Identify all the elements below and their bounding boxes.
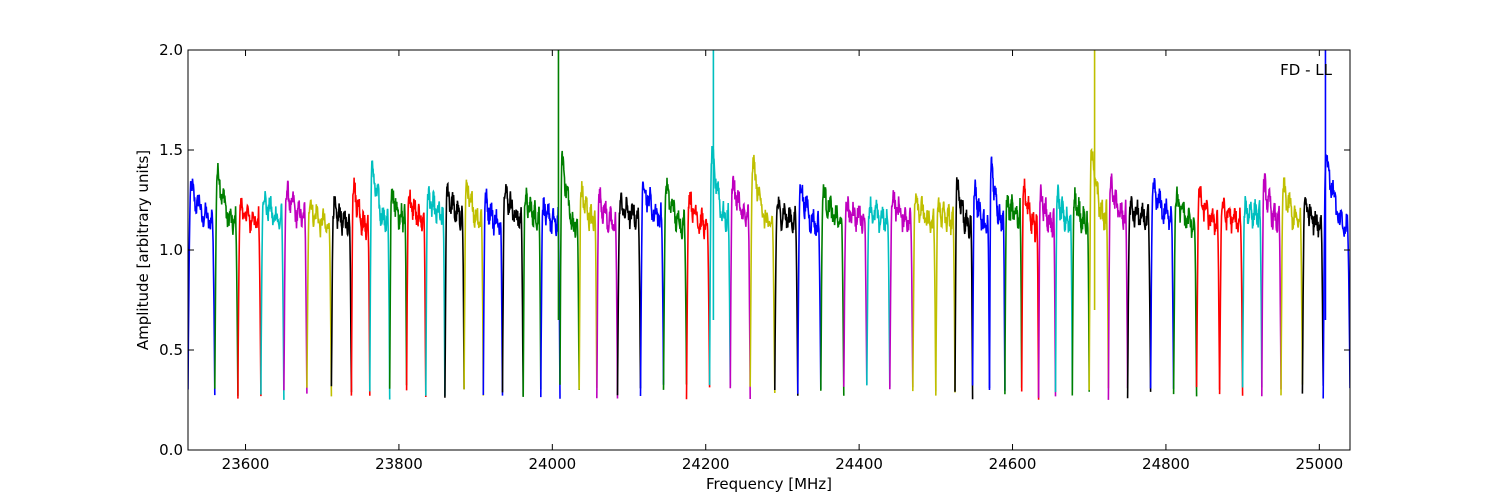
series-segment-23 bbox=[662, 177, 688, 390]
series-layer bbox=[188, 50, 1350, 400]
series-segment-9 bbox=[388, 188, 408, 389]
series-segment-54 bbox=[1301, 197, 1324, 394]
series-segment-45 bbox=[1107, 173, 1129, 400]
series-segment-53 bbox=[1280, 177, 1304, 396]
x-tick-label: 24400 bbox=[835, 455, 883, 473]
series-segment-17 bbox=[540, 197, 561, 399]
series-segment-6 bbox=[330, 196, 353, 393]
x-tick-label: 24000 bbox=[528, 455, 576, 473]
series-segment-35 bbox=[935, 197, 956, 396]
series-segment-2 bbox=[237, 197, 262, 399]
series-segment-3 bbox=[260, 191, 285, 400]
x-tick-label: 24200 bbox=[682, 455, 730, 473]
series-segment-13 bbox=[463, 179, 485, 396]
ticks-layer: 23600 23800 24000 24200 24400 24600 24800 25000… bbox=[159, 41, 1350, 473]
series-segment-43 bbox=[1071, 187, 1090, 396]
plot-frame bbox=[187, 49, 1351, 451]
series-segment-10 bbox=[405, 189, 427, 398]
series-segment-4 bbox=[283, 180, 308, 394]
series-segment-42 bbox=[1054, 184, 1074, 393]
series-segment-49 bbox=[1195, 185, 1221, 390]
x-tick-label: 23800 bbox=[375, 455, 423, 473]
y-tick-label: 2.0 bbox=[159, 41, 183, 59]
series-segment-48 bbox=[1172, 186, 1198, 397]
series-segment-0 bbox=[188, 178, 216, 396]
series-segment-8 bbox=[368, 160, 391, 400]
y-tick-label: 1.5 bbox=[159, 141, 183, 159]
series-segment-5 bbox=[306, 199, 333, 397]
series-segment-27 bbox=[749, 154, 776, 394]
y-tick-label: 1.0 bbox=[159, 241, 183, 259]
x-tick-label: 25000 bbox=[1295, 455, 1343, 473]
series-segment-51 bbox=[1241, 196, 1263, 388]
series-segment-18 bbox=[559, 150, 580, 391]
series-segment-38 bbox=[988, 156, 1006, 391]
y-axis-label: Amplitude [arbitrary units] bbox=[134, 150, 152, 350]
series-segment-30 bbox=[820, 184, 845, 396]
series-segment-22 bbox=[639, 181, 665, 397]
series-segment-7 bbox=[350, 177, 371, 396]
series-segment-36 bbox=[954, 177, 974, 400]
series-segment-28 bbox=[774, 196, 799, 396]
series-segment-41 bbox=[1037, 184, 1057, 398]
series-segment-40 bbox=[1020, 178, 1040, 400]
series-segment-20 bbox=[596, 187, 619, 399]
series-segment-15 bbox=[501, 184, 524, 397]
series-segment-50 bbox=[1218, 197, 1244, 396]
x-axis-label: Frequency [MHz] bbox=[706, 475, 832, 493]
x-tick-label: 24800 bbox=[1142, 455, 1190, 473]
x-tick-label: 23600 bbox=[222, 455, 270, 473]
series-segment-31 bbox=[843, 196, 868, 387]
series-segment-34 bbox=[912, 193, 937, 392]
series-segment-32 bbox=[866, 196, 891, 387]
y-tick-label: 0.0 bbox=[159, 441, 183, 459]
series-segment-24 bbox=[685, 191, 711, 400]
series-segment-11 bbox=[425, 186, 446, 396]
series-segment-21 bbox=[616, 192, 642, 396]
series-segment-1 bbox=[214, 162, 239, 396]
series-segment-29 bbox=[797, 184, 822, 394]
x-tick-label: 24600 bbox=[989, 455, 1037, 473]
series-segment-33 bbox=[889, 190, 914, 390]
series-segment-46 bbox=[1126, 196, 1152, 399]
y-tick-label: 0.5 bbox=[159, 341, 183, 359]
series-segment-26 bbox=[729, 175, 751, 400]
series-segment-47 bbox=[1149, 177, 1175, 389]
series-segment-39 bbox=[1004, 194, 1023, 395]
series-segment-14 bbox=[482, 188, 504, 396]
series-segment-19 bbox=[578, 181, 598, 390]
series-segment-37 bbox=[971, 179, 991, 391]
series-segment-12 bbox=[444, 181, 465, 398]
series-segment-55 bbox=[1322, 153, 1350, 399]
annotation-label: FD - LL bbox=[1280, 61, 1332, 79]
series-segment-44 bbox=[1088, 147, 1110, 391]
series-segment-16 bbox=[522, 187, 542, 397]
series-segment-52 bbox=[1261, 173, 1282, 397]
